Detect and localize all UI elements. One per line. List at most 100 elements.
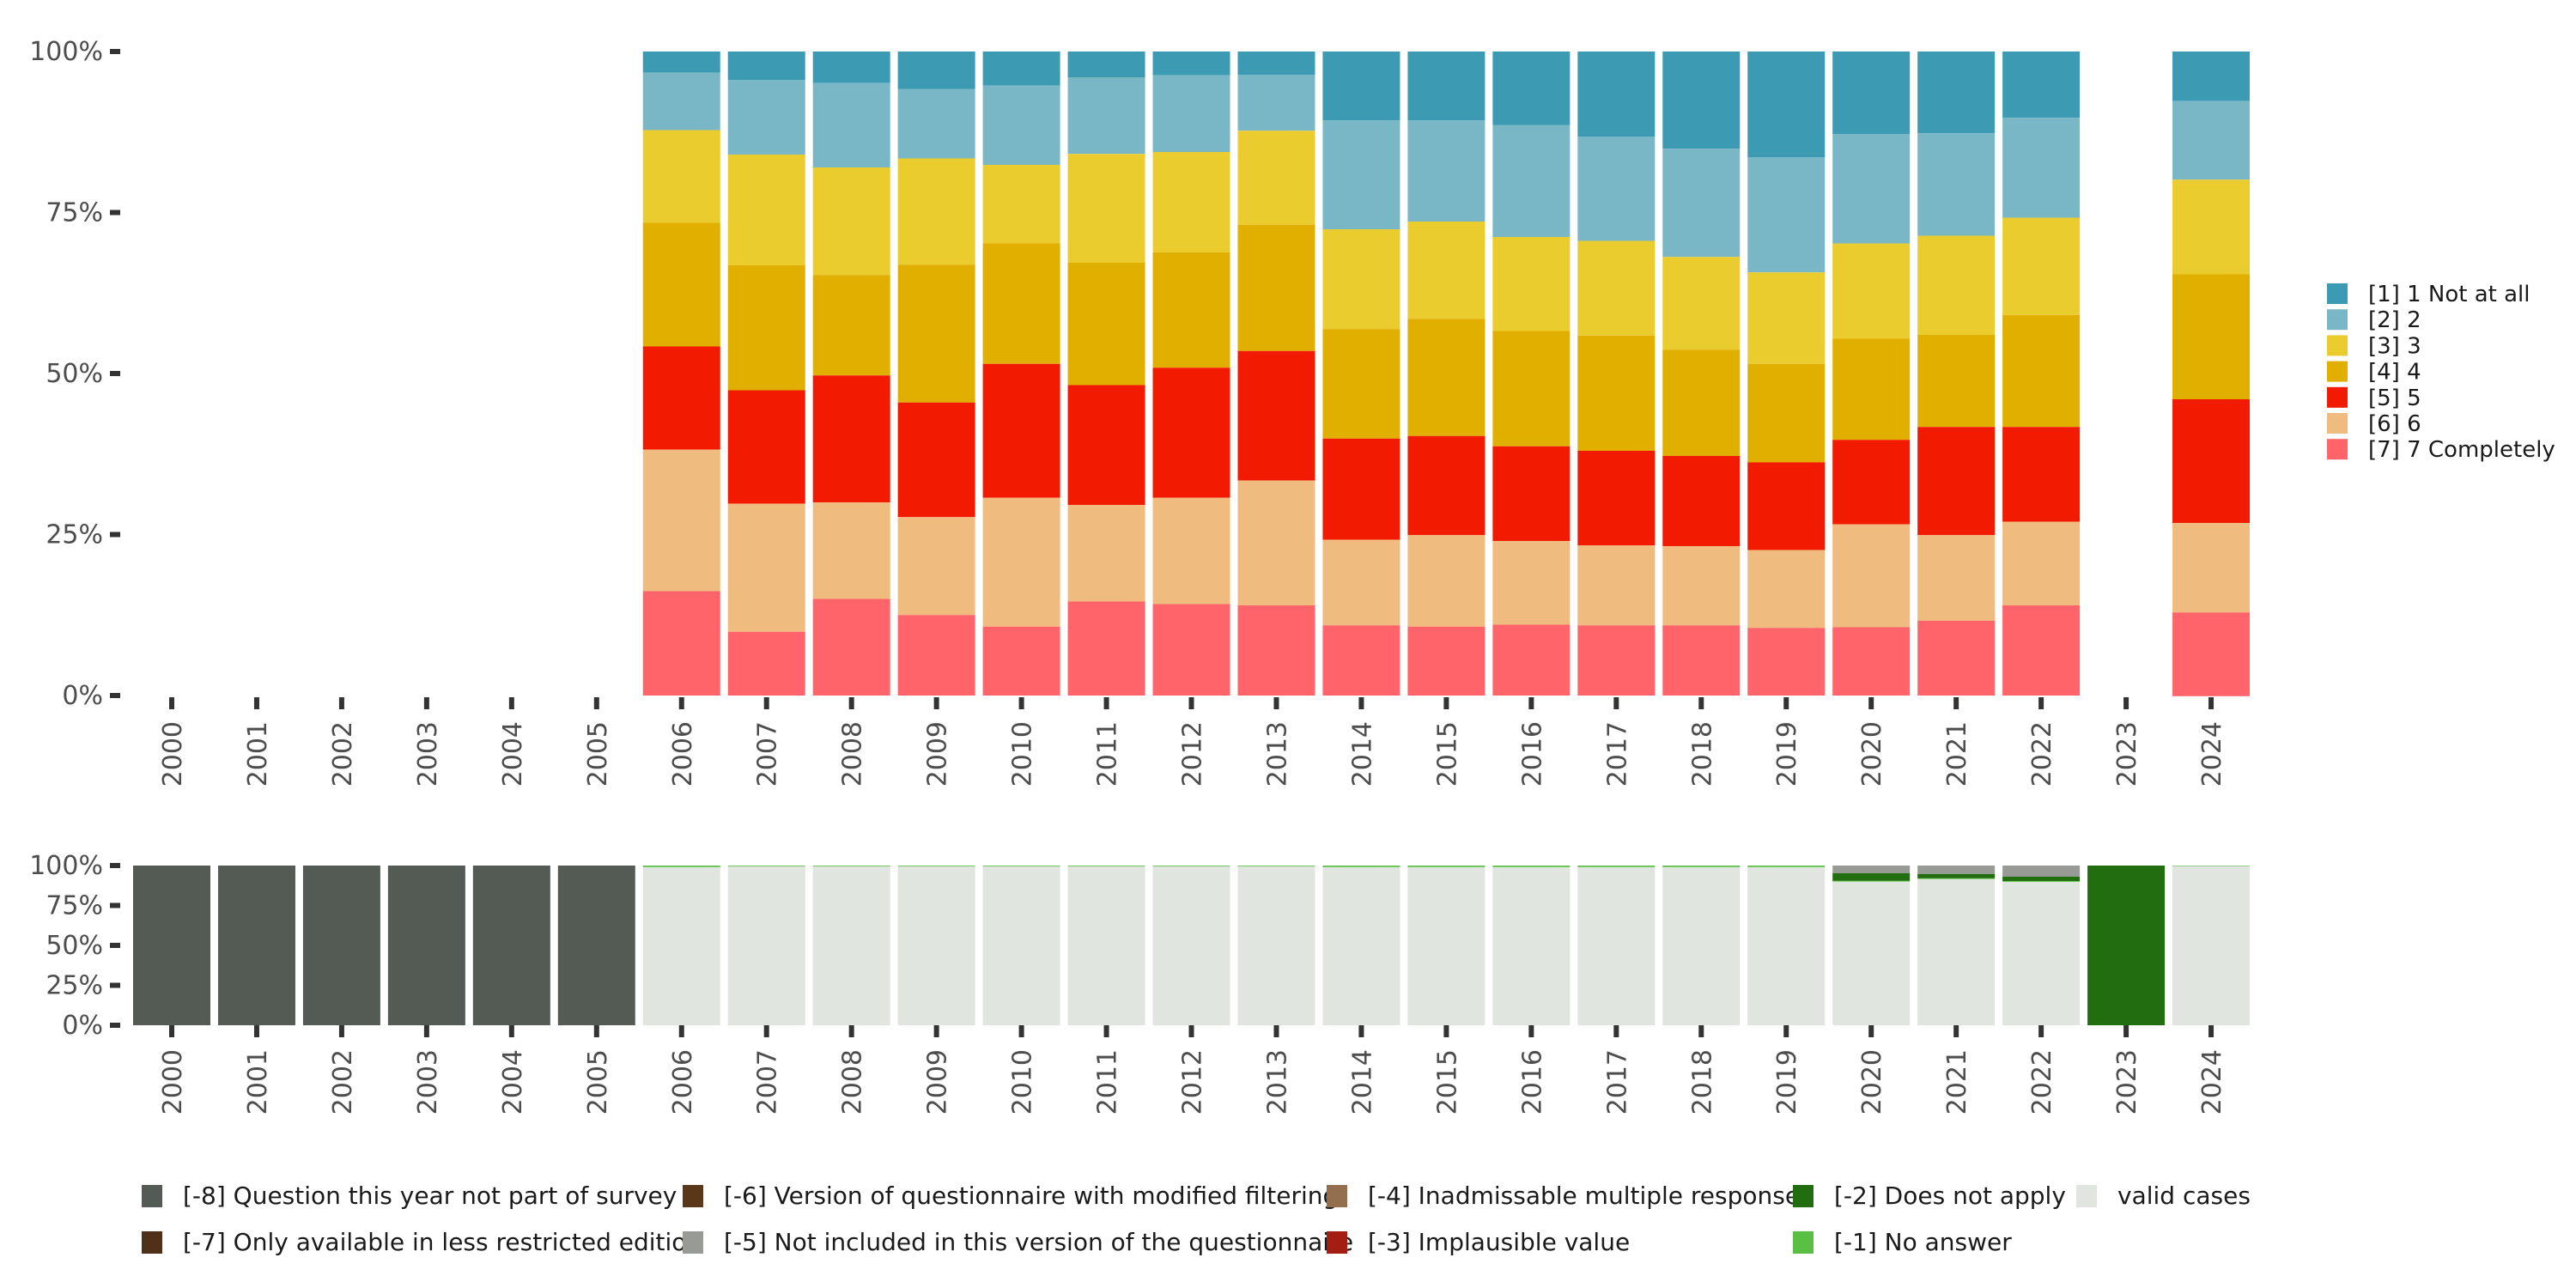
x-tick-mark: [763, 1025, 769, 1037]
y-tick-mark: [110, 49, 120, 54]
bar-segment: [1917, 621, 1996, 696]
y-tick-mark: [110, 371, 120, 376]
bar-segment: [812, 598, 890, 696]
x-tick-mark: [338, 697, 344, 709]
bar-segment: [2172, 399, 2251, 523]
bar-segment: [812, 375, 890, 502]
legend-label: [-2] Does not apply: [1834, 1182, 2066, 1210]
bar-segment: [2172, 523, 2251, 613]
bar-segment: [1917, 335, 1996, 428]
x-tick-label: 2009: [923, 1049, 953, 1115]
legend-label: [7] 7 Completely: [2368, 437, 2555, 463]
bar-segment: [897, 517, 975, 616]
bar-segment: [1577, 240, 1656, 336]
bar-segment: [897, 866, 975, 1025]
bar-segment: [1067, 77, 1145, 155]
bar-segment: [1407, 435, 1485, 536]
x-tick-mark: [2038, 697, 2044, 709]
bar-segment: [1152, 252, 1230, 368]
bar-segment: [1492, 866, 1571, 1025]
bar-segment: [1407, 319, 1485, 436]
x-tick-mark: [1868, 697, 1874, 709]
y-tick-mark: [110, 532, 120, 538]
legend-label: [6] 6: [2368, 411, 2421, 437]
bar-segment: [217, 866, 295, 1025]
bar-segment: [1237, 866, 1315, 1025]
x-tick-label: 2019: [1772, 1049, 1802, 1115]
bar-segment: [1747, 363, 1826, 463]
x-tick-label: 2020: [1857, 721, 1887, 787]
x-tick-mark: [593, 697, 599, 709]
bar-segment: [2087, 866, 2166, 1025]
bar-segment: [1407, 626, 1485, 696]
x-tick-label: 2021: [1942, 1049, 1972, 1115]
bar-segment: [897, 264, 975, 403]
bar-segment: [557, 866, 635, 1025]
legend-label: [-1] No answer: [1834, 1228, 2012, 1256]
bar-segment: [1322, 329, 1400, 439]
x-tick-label: 2010: [1008, 721, 1038, 787]
x-tick-label: 2015: [1432, 721, 1462, 787]
bar-segment: [1322, 625, 1400, 696]
x-tick-mark: [678, 1025, 684, 1037]
x-tick-mark: [1953, 697, 1959, 709]
bar-segment: [1152, 604, 1230, 696]
bar-segment: [1152, 75, 1230, 152]
bar-segment: [1917, 866, 1996, 874]
x-tick-label: 2004: [498, 721, 528, 787]
legend-label: [1] 1 Not at all: [2368, 282, 2530, 307]
bar-segment: [1662, 149, 1741, 258]
bar-segment: [1917, 878, 1996, 879]
legend-swatch: [2327, 439, 2348, 460]
bar-segment: [812, 82, 890, 167]
x-tick-mark: [1613, 1025, 1619, 1037]
bar-segment: [2002, 427, 2081, 522]
x-tick-label: 2012: [1178, 1049, 1208, 1115]
legend-swatch: [1327, 1185, 1347, 1207]
x-tick-label: 2016: [1517, 1049, 1547, 1115]
bar-segment: [1832, 880, 1911, 882]
bar-segment: [1832, 52, 1911, 134]
x-tick-mark: [1018, 697, 1024, 709]
legend-swatch: [2327, 361, 2348, 382]
bar-segment: [642, 591, 720, 696]
bar-segment: [1577, 545, 1656, 626]
x-tick-label: 2011: [1093, 1049, 1123, 1115]
x-tick-label: 2005: [583, 721, 613, 787]
bar-segment: [1407, 222, 1485, 319]
bar-segment: [642, 52, 720, 73]
bar-segment: [1747, 157, 1826, 273]
bar-segment: [1237, 75, 1315, 131]
x-tick-mark: [423, 697, 429, 709]
bar-segment: [1832, 627, 1911, 696]
x-tick-label: 2008: [838, 721, 868, 787]
x-tick-mark: [338, 1025, 344, 1037]
bar-segment: [1322, 539, 1400, 626]
bar-segment: [1832, 440, 1911, 525]
x-tick-mark: [1188, 697, 1194, 709]
x-tick-mark: [1783, 697, 1789, 709]
bar-segment: [2002, 881, 2081, 882]
bar-segment: [1322, 52, 1400, 121]
x-tick-mark: [169, 1025, 174, 1037]
legend-swatch: [142, 1185, 162, 1207]
x-tick-label: 2007: [753, 721, 783, 787]
bar-segment: [1917, 133, 1996, 236]
y-tick-mark: [110, 863, 120, 868]
bar-segment: [472, 866, 550, 1025]
bar-segment: [812, 866, 890, 1025]
bar-segment: [1662, 546, 1741, 626]
x-tick-label: 2023: [2112, 1049, 2142, 1115]
x-tick-mark: [253, 697, 259, 709]
y-tick-mark: [110, 210, 120, 216]
bar-segment: [1747, 272, 1826, 364]
bar-segment: [1747, 628, 1826, 696]
bar-segment: [642, 72, 720, 131]
bar-segment: [1662, 257, 1741, 350]
y-tick-label: 0%: [62, 1011, 103, 1041]
x-tick-label: 2022: [2027, 721, 2057, 787]
y-tick-label: 0%: [62, 681, 103, 711]
bar-segment: [1492, 237, 1571, 331]
bar-segment: [1322, 438, 1400, 540]
bar-segment: [727, 80, 805, 155]
